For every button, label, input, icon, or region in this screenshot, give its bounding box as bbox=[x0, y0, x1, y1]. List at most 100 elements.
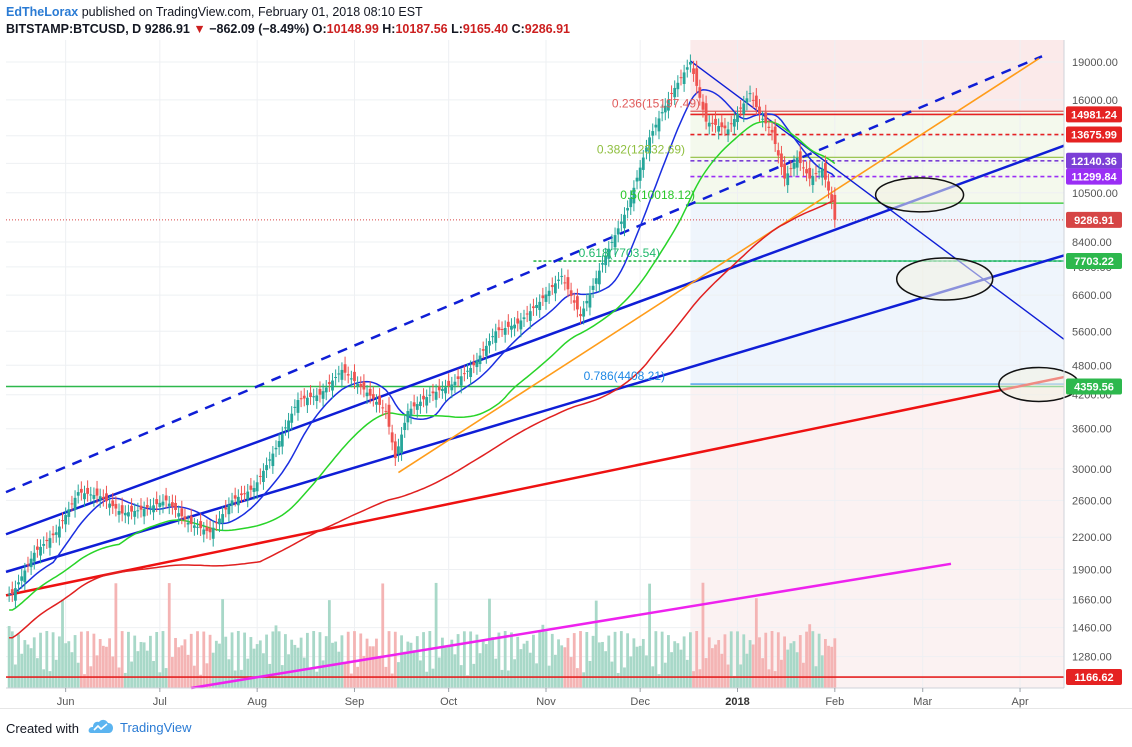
volume-bar bbox=[127, 631, 130, 688]
price-tick-4: 10500.00 bbox=[1072, 188, 1118, 200]
volume-bar bbox=[528, 652, 532, 688]
price-tick-0: 19000.00 bbox=[1072, 57, 1118, 69]
price-badge-text-2: 12140.36 bbox=[1071, 156, 1117, 168]
candle-body bbox=[663, 105, 667, 113]
tradingview-brand[interactable]: TradingView bbox=[88, 718, 192, 736]
price-chart[interactable]: 0.236(15197.49) 0.382(12332.69) 0.5(10018.… bbox=[0, 40, 1132, 708]
candle-body bbox=[123, 512, 127, 516]
volume-bar bbox=[563, 647, 567, 688]
candle-body bbox=[412, 402, 416, 407]
candle-body bbox=[563, 282, 567, 284]
volume-bar bbox=[45, 631, 49, 688]
author-link[interactable]: EdTheLorax bbox=[6, 5, 79, 19]
candle-body bbox=[142, 509, 146, 517]
candle-body bbox=[236, 496, 240, 506]
candle-body bbox=[824, 163, 827, 180]
volume-bar bbox=[10, 631, 14, 688]
candle-body bbox=[635, 177, 639, 182]
candle-body bbox=[707, 122, 711, 127]
volume-bar bbox=[108, 638, 112, 688]
volume-bar bbox=[440, 637, 444, 688]
candle-body bbox=[729, 123, 733, 125]
volume-bar bbox=[299, 637, 303, 688]
candle-body bbox=[196, 526, 199, 528]
candle-body bbox=[679, 77, 683, 79]
candle-body bbox=[736, 113, 739, 123]
candle-body bbox=[808, 167, 812, 179]
candle-body bbox=[397, 446, 400, 454]
symbol-label[interactable]: BITSTAMP:BTCUSD, D bbox=[6, 22, 142, 36]
candle-body bbox=[494, 331, 498, 343]
volume-bar bbox=[679, 649, 683, 688]
volume-bar bbox=[227, 659, 231, 688]
fib-zone-top bbox=[690, 40, 1064, 112]
candle-body bbox=[428, 394, 432, 396]
volume-bar bbox=[488, 598, 491, 688]
candle-body bbox=[45, 539, 49, 542]
candle-body bbox=[547, 290, 551, 297]
candle-body bbox=[95, 488, 99, 496]
trend-magenta-volume bbox=[191, 562, 952, 690]
volume-bar bbox=[682, 636, 686, 688]
volume-bar bbox=[560, 645, 564, 688]
candle-body bbox=[770, 129, 774, 133]
candle-body bbox=[513, 324, 516, 329]
candle-body bbox=[98, 496, 102, 501]
volume-bar bbox=[673, 641, 677, 688]
volume-bar bbox=[284, 634, 287, 688]
candle-body bbox=[192, 525, 196, 528]
candle-body bbox=[127, 512, 130, 517]
candle-body bbox=[623, 214, 626, 229]
candle-body bbox=[331, 380, 334, 391]
volume-bar bbox=[61, 599, 64, 688]
volume-bar bbox=[761, 658, 765, 688]
candle-body bbox=[133, 510, 137, 517]
candle-body bbox=[444, 387, 447, 394]
volume-bar bbox=[312, 631, 316, 688]
volume-bar bbox=[491, 637, 495, 688]
candle-body bbox=[224, 507, 228, 510]
candle-body bbox=[767, 126, 771, 128]
candle-body bbox=[717, 126, 721, 132]
volume-bar bbox=[472, 663, 476, 688]
time-tick-2: Aug bbox=[247, 696, 267, 708]
candle-body bbox=[742, 103, 746, 115]
fib-label-4: 0.786(4408.21) bbox=[584, 369, 665, 383]
candle-body bbox=[233, 495, 237, 499]
volume-bar bbox=[535, 663, 538, 688]
volume-bar bbox=[243, 632, 246, 688]
volume-bar bbox=[180, 645, 184, 688]
volume-bar bbox=[318, 632, 322, 688]
volume-bar bbox=[208, 634, 212, 688]
volume-bar bbox=[780, 659, 783, 688]
price-badge-text-7: 1166.62 bbox=[1074, 672, 1113, 684]
candle-body bbox=[305, 397, 309, 406]
candle-body bbox=[519, 320, 523, 330]
volume-bar bbox=[130, 661, 133, 688]
volume-bar bbox=[444, 647, 447, 688]
candle-body bbox=[462, 373, 466, 375]
volume-bar bbox=[466, 675, 469, 688]
time-tick-10: Apr bbox=[1011, 696, 1028, 708]
volume-bar bbox=[265, 634, 268, 688]
ma-medium bbox=[9, 120, 836, 611]
volume-bar bbox=[447, 644, 451, 688]
candle-body bbox=[337, 373, 341, 375]
volume-bar bbox=[450, 639, 454, 688]
volume-bar bbox=[802, 662, 805, 688]
candle-body bbox=[525, 313, 529, 315]
time-tick-1: Jul bbox=[153, 696, 167, 708]
volume-bar bbox=[202, 631, 206, 688]
tradingview-link[interactable]: TradingView bbox=[120, 719, 192, 735]
candle-body bbox=[579, 314, 582, 317]
volume-bar bbox=[588, 660, 592, 688]
price-badge-7 bbox=[1066, 669, 1122, 686]
candle-body bbox=[186, 522, 190, 525]
candle-body bbox=[550, 284, 554, 288]
volume-bar bbox=[205, 663, 209, 688]
candle-body bbox=[400, 434, 403, 454]
volume-bar bbox=[17, 634, 20, 688]
candle-body bbox=[170, 502, 174, 507]
volume-bar bbox=[437, 657, 441, 688]
candle-body bbox=[155, 499, 159, 505]
